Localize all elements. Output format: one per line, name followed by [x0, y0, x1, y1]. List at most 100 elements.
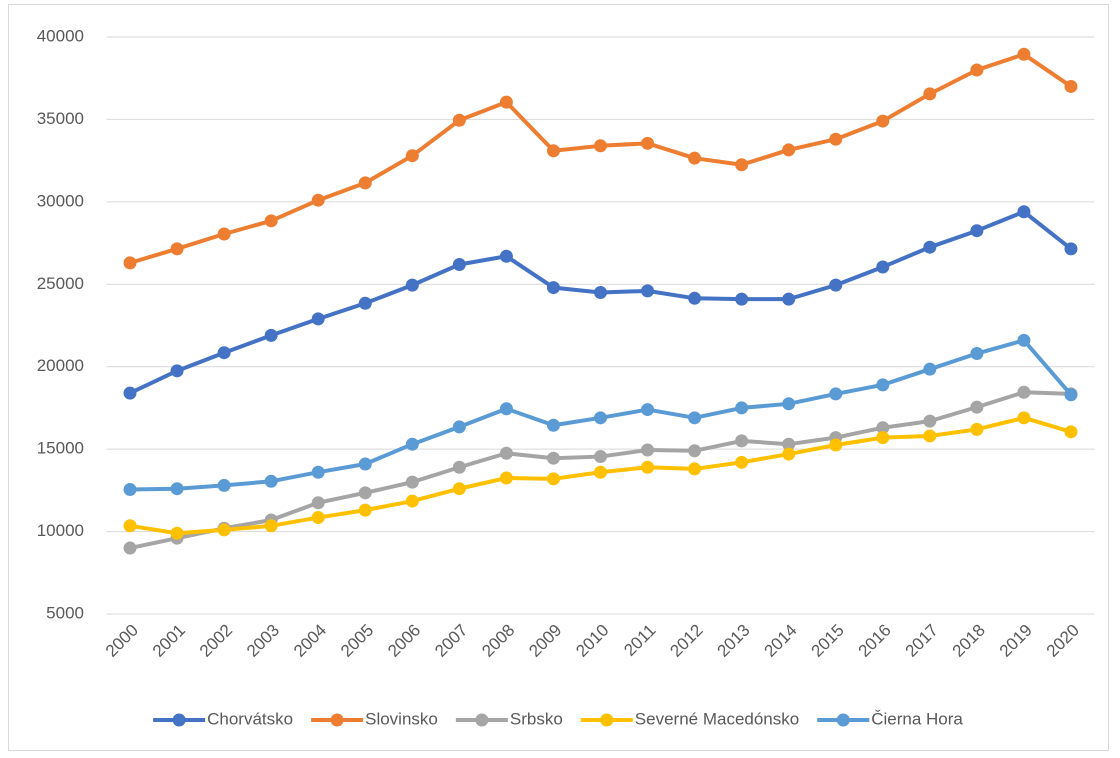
chart-frame: [8, 4, 1109, 751]
data-point: [594, 286, 607, 300]
data-point: [217, 227, 231, 241]
data-point: [123, 386, 137, 400]
data-point: [123, 519, 137, 533]
data-point: [170, 526, 184, 540]
legend-marker: [600, 713, 614, 727]
data-point: [735, 292, 749, 306]
data-point: [641, 284, 655, 298]
legend-label: Čierna Hora: [871, 709, 963, 728]
data-point: [405, 437, 419, 451]
data-point: [311, 312, 325, 326]
data-point: [735, 401, 749, 415]
data-point: [1064, 425, 1078, 439]
data-point: [311, 465, 325, 479]
legend-label: Chorvátsko: [207, 709, 293, 728]
data-point: [641, 136, 655, 150]
data-point: [688, 411, 702, 425]
data-point: [641, 403, 655, 417]
data-point: [170, 364, 184, 378]
legend-label: Severné Macedónsko: [635, 709, 799, 728]
data-point: [594, 465, 607, 479]
data-point: [358, 457, 372, 471]
data-point: [405, 278, 419, 292]
data-point: [923, 429, 937, 443]
data-point: [829, 132, 843, 146]
data-point: [594, 139, 607, 153]
legend-item: Severné Macedónsko: [580, 709, 799, 728]
data-point: [405, 149, 419, 163]
y-tick-label: 40000: [37, 26, 84, 45]
data-point: [923, 362, 937, 376]
data-point: [735, 434, 749, 448]
data-point: [452, 460, 466, 474]
data-point: [123, 541, 137, 555]
data-point: [923, 414, 937, 428]
data-point: [970, 400, 984, 414]
legend-label: Srbsko: [510, 709, 563, 728]
y-tick-label: 30000: [37, 191, 84, 210]
data-point: [452, 113, 466, 127]
y-tick-label: 35000: [37, 109, 84, 128]
data-point: [970, 347, 984, 361]
data-point: [1017, 333, 1031, 347]
data-point: [970, 224, 984, 238]
data-point: [876, 431, 890, 445]
data-point: [358, 503, 372, 517]
data-point: [123, 256, 137, 270]
data-point: [264, 328, 278, 342]
data-point: [1064, 79, 1078, 93]
data-point: [358, 296, 372, 310]
data-point: [782, 447, 796, 461]
data-point: [217, 523, 231, 537]
data-point: [358, 486, 372, 500]
data-point: [688, 151, 702, 165]
data-point: [499, 446, 513, 460]
data-point: [829, 438, 843, 452]
data-point: [923, 240, 937, 254]
data-point: [735, 158, 749, 172]
data-point: [264, 474, 278, 488]
data-point: [735, 455, 749, 469]
legend-item: Chorvátsko: [153, 709, 293, 728]
data-point: [452, 482, 466, 496]
data-point: [923, 87, 937, 101]
legend-item: Srbsko: [455, 709, 563, 728]
data-point: [641, 460, 655, 474]
data-point: [217, 346, 231, 360]
data-point: [546, 472, 560, 486]
data-point: [311, 193, 325, 207]
legend-item: Slovinsko: [311, 709, 438, 728]
legend-item: Čierna Hora: [817, 709, 963, 728]
data-point: [546, 418, 560, 432]
data-point: [264, 214, 278, 228]
data-point: [876, 114, 890, 128]
legend-label: Slovinsko: [365, 709, 438, 728]
data-point: [311, 511, 325, 525]
data-point: [170, 482, 184, 496]
data-point: [405, 475, 419, 489]
data-point: [1064, 242, 1078, 256]
data-point: [1017, 205, 1031, 219]
data-point: [546, 281, 560, 295]
data-point: [782, 437, 796, 451]
y-tick-label: 10000: [37, 521, 84, 540]
data-point: [970, 63, 984, 77]
data-point: [876, 421, 890, 435]
legend-marker: [330, 713, 344, 727]
data-point: [594, 411, 607, 425]
data-point: [1064, 388, 1078, 402]
data-point: [546, 144, 560, 158]
legend-marker: [836, 713, 850, 727]
data-point: [264, 519, 278, 533]
data-point: [452, 420, 466, 434]
y-tick-label: 25000: [37, 274, 84, 293]
data-point: [405, 494, 419, 508]
data-point: [970, 422, 984, 436]
data-point: [499, 249, 513, 263]
y-tick-label: 20000: [37, 356, 84, 375]
data-point: [358, 176, 372, 190]
legend: Chorvátsko Slovinsko Srbsko Severné Macedón…: [153, 709, 963, 728]
data-point: [594, 450, 607, 464]
data-point: [1017, 385, 1031, 399]
